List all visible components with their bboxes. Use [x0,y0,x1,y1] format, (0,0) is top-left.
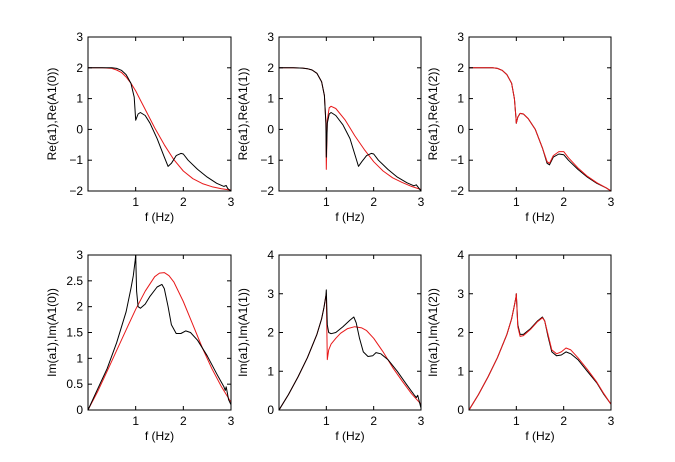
y-tick-label: 2 [76,300,83,314]
x-tick-label: 2 [370,195,377,209]
x-tick-label: 3 [608,414,615,428]
series-black-line [279,289,421,410]
x-axis-label: f (Hz) [525,210,554,224]
y-axis-label: Re(a1),Re(A1(1)) [236,68,250,161]
y-tick-label: 0 [457,403,464,417]
y-tick-label: −2 [69,184,83,198]
x-tick-label: 3 [418,195,425,209]
y-tick-label: 1.5 [66,326,83,340]
series-red-line [279,293,421,410]
axes-frame [278,254,422,411]
subplot-4: 1 2 3 0 0.5 1 1.5 2 2.5 3 f (Hz) Im(a1),Im(A1(0)) [45,248,235,443]
y-tick-label: 2 [76,61,83,75]
y-tick-label: 4 [457,248,464,262]
axes-frame [468,36,612,192]
x-axis-label: f (Hz) [335,429,364,443]
axes-frame [468,254,612,411]
x-axis-label: f (Hz) [335,210,364,224]
y-tick-label: −2 [260,184,274,198]
y-axis-label: Re(a1),Re(A1(0)) [45,68,59,161]
y-tick-label: 2 [267,61,274,75]
series-black-line [279,67,421,191]
x-tick-label: 1 [132,195,139,209]
series-red-line [88,67,231,191]
y-tick-label: 2 [267,326,274,340]
series-black-line [469,293,611,410]
subplot-2: 1 2 3 −2 −1 0 1 2 3 f (Hz) Re(a1),Re(A1(1)) [236,30,425,224]
x-tick-label: 1 [513,414,520,428]
y-tick-label: 1 [267,364,274,378]
x-tick-label: 3 [418,414,425,428]
x-tick-label: 1 [323,414,330,428]
subplot-1: 1 2 3 −2 −1 0 1 2 3 f (Hz) Re(a1),Re(A1(0)) [45,30,235,224]
series-red-line [88,272,231,410]
series-black-line [88,67,231,191]
axes-frame [87,36,232,192]
y-tick-label: 1 [457,364,464,378]
y-tick-label: 3 [457,287,464,301]
series-black-line [88,255,231,410]
y-axis-label: Im(a1),Im(A1(1)) [236,288,250,377]
y-tick-label: −1 [69,153,83,167]
y-tick-label: 0 [76,122,83,136]
y-tick-label: 3 [267,30,274,44]
y-tick-label: 2.5 [66,274,83,288]
y-tick-label: 1 [457,92,464,106]
subplot-5: 1 2 3 0 1 2 3 4 f (Hz) Im(a1),Im(A1(1)) [236,248,425,443]
x-axis-label: f (Hz) [145,429,174,443]
axes-frame [87,254,232,411]
y-axis-label: Im(a1),Im(A1(0)) [45,288,59,377]
x-tick-label: 2 [560,414,567,428]
y-tick-label: 1 [267,92,274,106]
series-red-line [279,67,421,190]
x-tick-label: 3 [228,195,235,209]
y-tick-label: −1 [450,153,464,167]
y-tick-label: 3 [76,248,83,262]
y-tick-label: −1 [260,153,274,167]
y-tick-label: 0 [267,403,274,417]
y-tick-label: 0 [267,122,274,136]
axes-frame [278,36,422,192]
x-tick-label: 1 [323,195,330,209]
x-tick-label: 2 [180,414,187,428]
y-tick-label: 1 [76,92,83,106]
y-axis-label: Re(a1),Re(A1(2)) [426,68,440,161]
y-tick-label: 1 [76,351,83,365]
y-tick-label: 3 [457,30,464,44]
y-tick-label: 4 [267,248,274,262]
y-tick-label: 3 [267,287,274,301]
y-axis-label: Im(a1),Im(A1(2)) [426,288,440,377]
y-tick-label: 0 [457,122,464,136]
subplot-6: 1 2 3 0 1 2 3 4 f (Hz) Im(a1),Im(A1(2)) [426,248,615,443]
x-tick-label: 3 [608,195,615,209]
x-tick-label: 2 [370,414,377,428]
y-tick-label: 2 [457,326,464,340]
x-axis-label: f (Hz) [145,210,174,224]
y-tick-label: −2 [450,184,464,198]
x-axis-label: f (Hz) [525,429,554,443]
x-tick-label: 1 [513,195,520,209]
y-tick-label: 0.5 [66,377,83,391]
x-tick-label: 2 [180,195,187,209]
x-tick-label: 3 [228,414,235,428]
y-tick-label: 2 [457,61,464,75]
subplot-3: 1 2 3 −2 −1 0 1 2 3 f (Hz) Re(a1),Re(A1(2)) [426,30,615,224]
y-tick-label: 3 [76,30,83,44]
series-black-line [469,67,611,191]
x-tick-label: 2 [560,195,567,209]
y-tick-label: 0 [76,403,83,417]
x-tick-label: 1 [132,414,139,428]
series-red-line [469,67,611,191]
series-red-line [469,293,611,410]
